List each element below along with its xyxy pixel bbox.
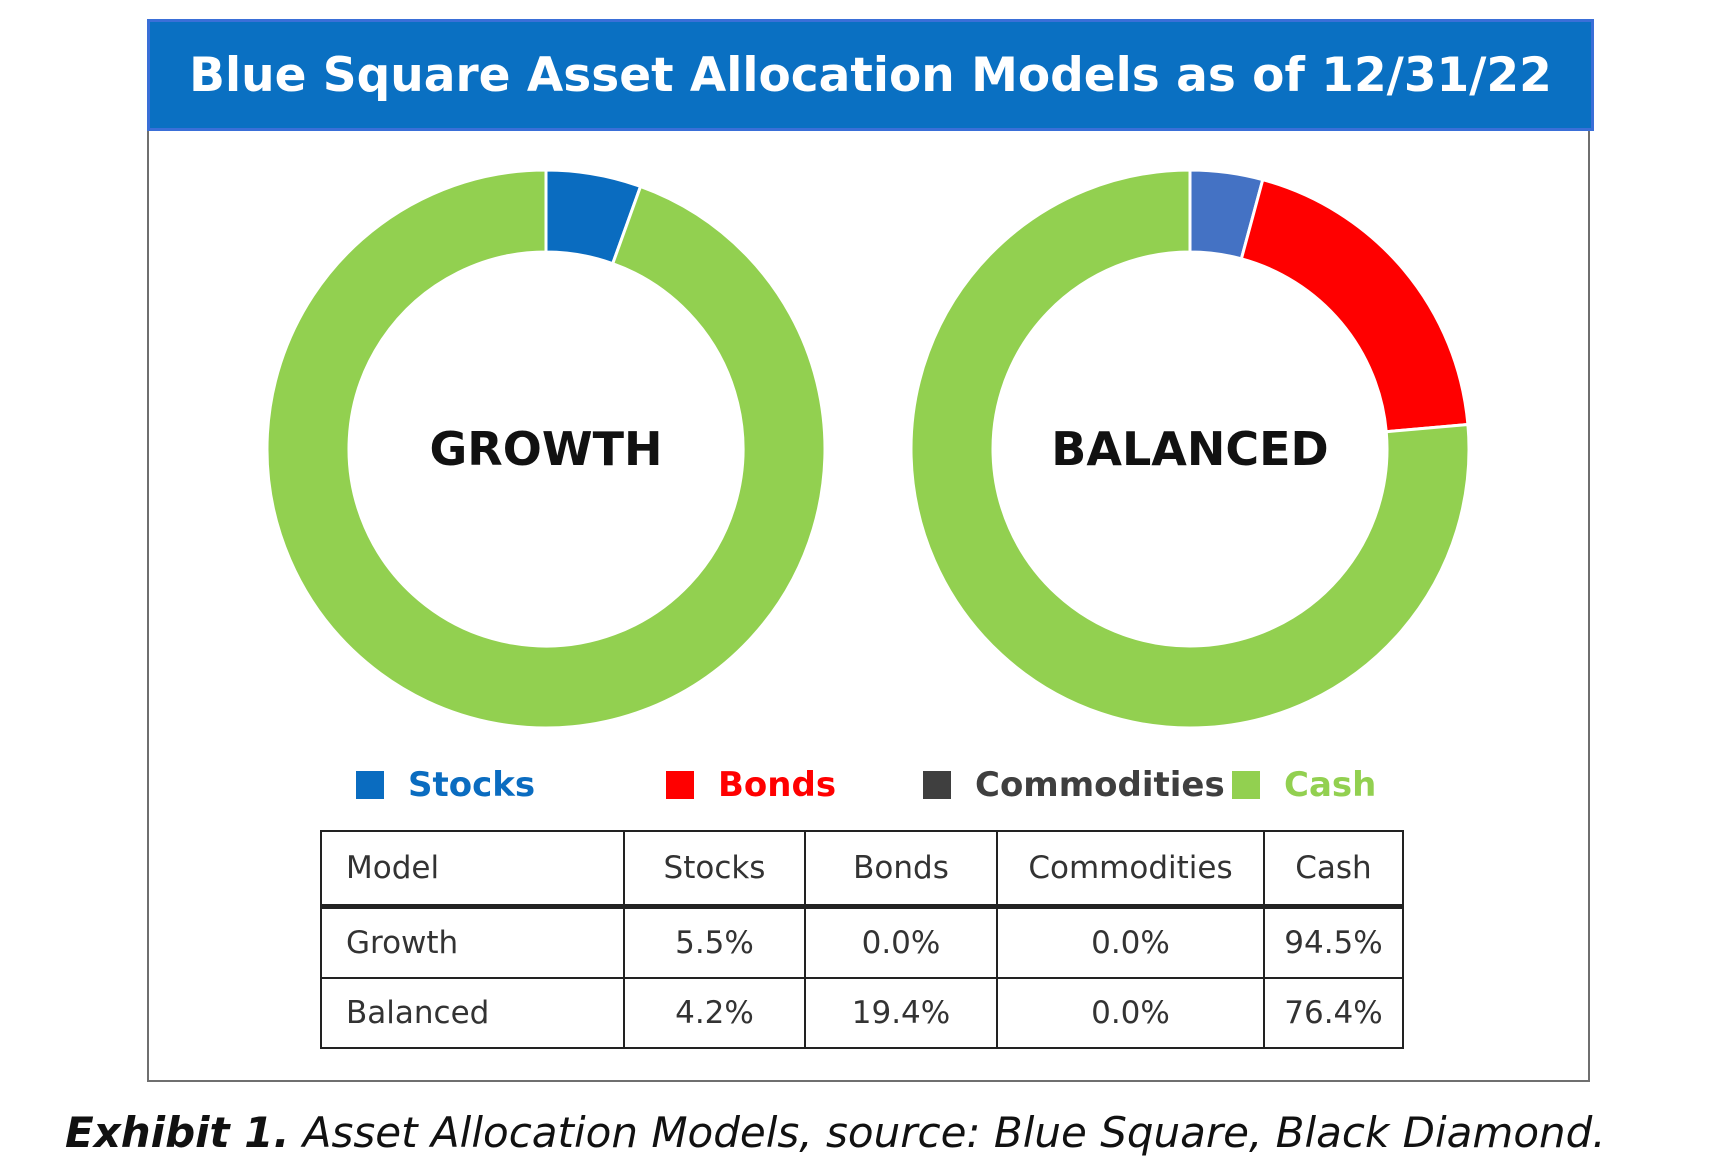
legend-item-commodities: Commodities	[923, 760, 1225, 810]
legend-item-stocks: Stocks	[356, 760, 535, 810]
table-cell-bonds: 0.0%	[804, 905, 998, 979]
table-cell-commodities: 0.0%	[996, 905, 1265, 979]
table-header-cash: Cash	[1263, 830, 1404, 909]
table-header-bonds: Bonds	[804, 830, 998, 909]
table-cell-commodities: 0.0%	[996, 977, 1265, 1049]
table-header-row: Model Stocks Bonds Commodities Cash	[320, 830, 1404, 909]
legend-label-stocks: Stocks	[408, 765, 536, 805]
growth-center-label: GROWTH	[430, 422, 663, 476]
table-row: Growth 5.5% 0.0% 0.0% 94.5%	[320, 905, 1404, 979]
table-cell-stocks: 5.5%	[623, 905, 806, 979]
balanced-slice-bonds	[1239, 177, 1470, 434]
legend-item-cash: Cash	[1232, 760, 1376, 810]
table-header-commodities: Commodities	[996, 830, 1265, 909]
legend-item-bonds: Bonds	[666, 760, 836, 810]
table-header-stocks: Stocks	[623, 830, 806, 909]
legend: Stocks Bonds Commodities Cash	[0, 760, 1734, 810]
growth-donut: GROWTH	[265, 168, 827, 730]
legend-label-bonds: Bonds	[718, 765, 837, 805]
table-cell-cash: 94.5%	[1263, 905, 1404, 979]
growth-slice-cash	[265, 168, 827, 730]
caption-label: Exhibit 1.	[65, 1108, 290, 1157]
table-row: Balanced 4.2% 19.4% 0.0% 76.4%	[320, 977, 1404, 1049]
table-cell-model: Balanced	[320, 977, 625, 1049]
legend-swatch-cash	[1232, 771, 1260, 799]
table-cell-bonds: 19.4%	[804, 977, 998, 1049]
balanced-slice-cash	[909, 168, 1471, 730]
legend-label-cash: Cash	[1284, 765, 1377, 805]
caption-text: Asset Allocation Models, source: Blue Sq…	[289, 1108, 1606, 1157]
table-cell-model: Growth	[320, 905, 625, 979]
balanced-center-label: BALANCED	[1051, 422, 1328, 476]
balanced-donut: BALANCED	[909, 168, 1471, 730]
allocation-table: Model Stocks Bonds Commodities Cash Grow…	[320, 830, 1404, 1049]
table-cell-cash: 76.4%	[1263, 977, 1404, 1049]
legend-swatch-bonds	[666, 771, 694, 799]
legend-swatch-commodities	[923, 771, 951, 799]
figure-caption: Exhibit 1. Asset Allocation Models, sour…	[65, 1108, 1606, 1157]
table-cell-stocks: 4.2%	[623, 977, 806, 1049]
legend-label-commodities: Commodities	[975, 765, 1225, 805]
chart-title: Blue Square Asset Allocation Models as o…	[147, 19, 1594, 131]
table-header-model: Model	[320, 830, 625, 909]
legend-swatch-stocks	[356, 771, 384, 799]
